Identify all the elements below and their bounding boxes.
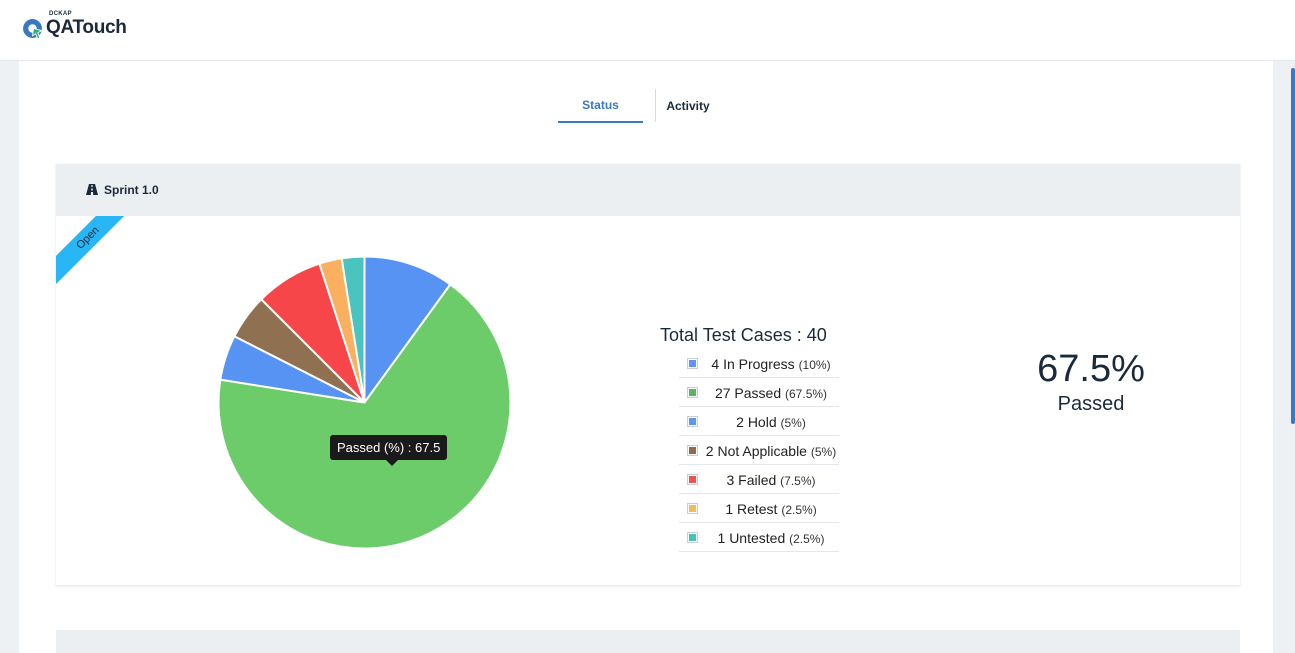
legend-percent: (5%) bbox=[780, 416, 806, 430]
legend-label: 1 Untested (2.5%) bbox=[703, 530, 839, 546]
legend-item[interactable]: 2 Hold (5%) bbox=[679, 407, 839, 436]
legend-count-label: 2 Hold bbox=[736, 414, 777, 430]
legend-percent: (67.5%) bbox=[785, 387, 828, 401]
legend-swatch bbox=[687, 387, 698, 398]
sprint-card-header: Sprint 1.0 bbox=[56, 164, 1240, 216]
legend-count-label: 2 Not Applicable bbox=[705, 443, 807, 459]
legend-count-label: 27 Passed bbox=[714, 385, 782, 401]
legend-count-label: 1 Untested bbox=[717, 530, 786, 546]
next-sprint-card bbox=[56, 630, 1240, 653]
legend-swatch bbox=[687, 503, 698, 514]
legend-item[interactable]: 2 Not Applicable (5%) bbox=[679, 436, 839, 465]
tab-activity[interactable]: Activity bbox=[666, 99, 710, 113]
app-logo[interactable]: DCKAP QATouch bbox=[22, 11, 127, 39]
pie-slice-in-progress[interactable] bbox=[363, 255, 452, 406]
legend-item[interactable]: 3 Failed (7.5%) bbox=[679, 465, 839, 494]
legend-percent: (2.5%) bbox=[789, 532, 825, 546]
legend-item[interactable]: 1 Retest (2.5%) bbox=[679, 494, 839, 523]
status-ribbon: Open bbox=[56, 216, 136, 296]
legend-item[interactable]: 27 Passed (67.5%) bbox=[679, 378, 839, 407]
tab-bar: Status Activity bbox=[558, 87, 738, 125]
legend-swatch bbox=[687, 358, 698, 369]
status-pie-chart[interactable] bbox=[216, 254, 513, 551]
total-test-cases: Total Test Cases : 40 bbox=[660, 325, 827, 345]
brand-sub: DCKAP bbox=[49, 11, 72, 17]
sprint-card: Sprint 1.0 Open Passed (%) : 67.5 Total … bbox=[56, 164, 1240, 585]
sprint-title[interactable]: Sprint 1.0 bbox=[104, 183, 159, 197]
legend-percent: (2.5%) bbox=[781, 503, 817, 517]
top-bar: DCKAP QATouch bbox=[0, 0, 1295, 61]
legend-percent: (7.5%) bbox=[780, 474, 816, 488]
legend-item[interactable]: 4 In Progress (10%) bbox=[679, 349, 839, 378]
legend-swatch bbox=[687, 474, 698, 485]
legend-label: 2 Not Applicable (5%) bbox=[703, 443, 839, 459]
scrollbar[interactable] bbox=[1291, 68, 1295, 424]
main-content: Status Activity Sprint 1.0 Open Passed (… bbox=[19, 61, 1273, 653]
qatouch-logo-icon bbox=[23, 19, 43, 39]
legend-swatch bbox=[687, 416, 698, 427]
legend-label: 27 Passed (67.5%) bbox=[703, 385, 839, 401]
status-legend: 4 In Progress (10%) 27 Passed (67.5%) 2 Ho… bbox=[679, 349, 839, 552]
legend-item[interactable]: 1 Untested (2.5%) bbox=[679, 523, 839, 552]
legend-swatch bbox=[687, 532, 698, 543]
passed-label: Passed bbox=[1057, 393, 1125, 415]
legend-label: 4 In Progress (10%) bbox=[703, 356, 839, 372]
legend-count-label: 4 In Progress bbox=[711, 356, 795, 372]
legend-label: 3 Failed (7.5%) bbox=[703, 472, 839, 488]
status-ribbon-label: Open bbox=[56, 216, 136, 288]
tab-status[interactable]: Status bbox=[558, 87, 643, 123]
legend-count-label: 1 Retest bbox=[725, 501, 778, 517]
chart-tooltip: Passed (%) : 67.5 bbox=[330, 435, 448, 466]
pie-slice-passed[interactable] bbox=[217, 282, 512, 550]
legend-label: 2 Hold (5%) bbox=[703, 414, 839, 430]
passed-percentage: 67.5% bbox=[1037, 348, 1145, 390]
legend-swatch bbox=[687, 445, 698, 456]
pie-slice-untested[interactable] bbox=[340, 255, 366, 403]
legend-percent: (10%) bbox=[798, 358, 831, 372]
road-icon bbox=[86, 184, 98, 195]
legend-percent: (5%) bbox=[810, 445, 837, 459]
legend-label: 1 Retest (2.5%) bbox=[703, 501, 839, 517]
brand-name: QATouch bbox=[46, 17, 127, 38]
tab-divider bbox=[655, 89, 656, 122]
legend-count-label: 3 Failed bbox=[726, 472, 777, 488]
